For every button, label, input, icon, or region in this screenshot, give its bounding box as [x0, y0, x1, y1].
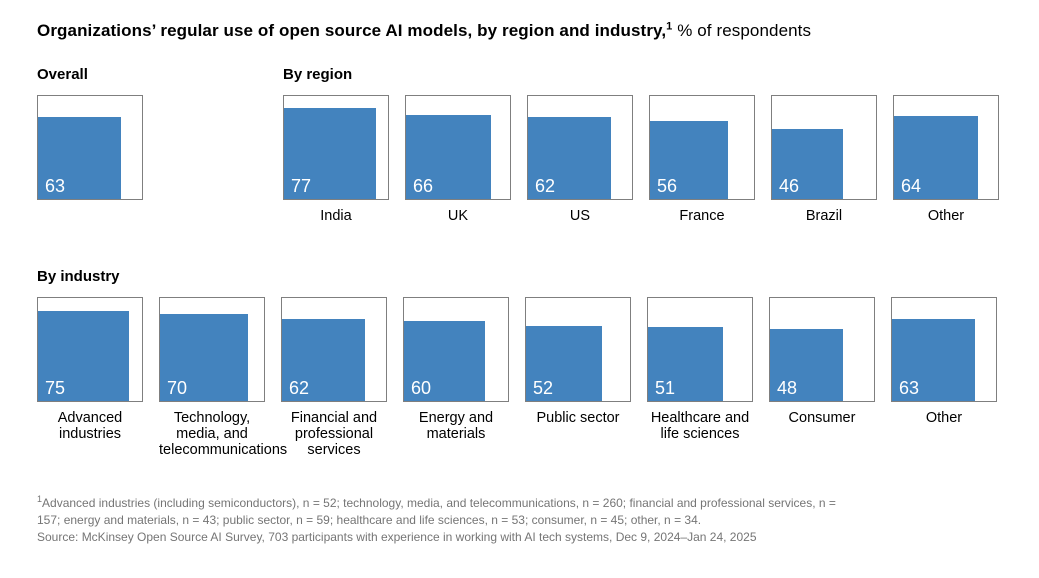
chart-frame: 46	[771, 95, 877, 200]
bar-value-label: 60	[411, 378, 432, 398]
bar: 64	[894, 115, 978, 199]
bar: 66	[406, 114, 492, 199]
section-by-region: By region 77 India 66 UK 62 US 56	[283, 66, 999, 224]
category-label: Public sector	[536, 410, 620, 426]
bar-value-label: 62	[289, 378, 310, 398]
bar-value-label: 52	[533, 378, 554, 398]
footnote: 1Advanced industries (including semicond…	[37, 495, 1002, 546]
category-label: Other	[925, 410, 963, 426]
category-label: Advanced industries	[57, 410, 123, 442]
exhibit-title: Organizations’ regular use of open sourc…	[37, 20, 1002, 42]
chart-frame: 63	[37, 95, 143, 200]
bar-value-label: 75	[45, 378, 66, 398]
chart-frame: 75	[37, 297, 143, 402]
bar-chart-cell: 52 Public sector	[525, 297, 631, 458]
bar: 63	[892, 318, 976, 401]
chart-frame: 60	[403, 297, 509, 402]
footnote-marker: 1	[37, 494, 43, 504]
bar-chart-cell: 70 Technology, media, and telecommunicat…	[159, 297, 288, 458]
section-by-region-heading: By region	[283, 66, 353, 83]
bar-value-label: 66	[413, 176, 434, 196]
overall-cells: 63	[37, 95, 143, 208]
chart-frame: 70	[159, 297, 265, 402]
bar: 62	[282, 319, 365, 401]
footnote-note-line2: 157; energy and materials, n = 43; publi…	[37, 513, 702, 527]
bar: 56	[650, 121, 729, 199]
chart-frame: 62	[281, 297, 387, 402]
bar-value-label: 51	[655, 378, 676, 398]
footnote-note: 1Advanced industries (including semicond…	[37, 495, 1002, 529]
bar: 75	[38, 311, 129, 401]
bar: 63	[38, 116, 122, 199]
bar: 48	[770, 329, 843, 401]
bar: 70	[160, 314, 248, 401]
category-label: US	[569, 208, 591, 224]
category-label: UK	[447, 208, 469, 224]
chart-frame: 52	[525, 297, 631, 402]
category-label: France	[679, 208, 725, 224]
bar-value-label: 62	[535, 176, 556, 196]
bar-value-label: 63	[899, 378, 920, 398]
bar-value-label: 70	[167, 378, 188, 398]
title-footnote-marker: 1	[666, 20, 673, 33]
category-label: India	[320, 208, 352, 224]
title-unit-text: % of respondents	[672, 21, 812, 40]
bar-value-label: 48	[777, 378, 798, 398]
category-label: Other	[927, 208, 965, 224]
section-overall-heading: Overall	[37, 66, 88, 83]
category-label: Energy and materials	[418, 410, 494, 442]
bar-chart-cell: 64 Other	[893, 95, 999, 224]
bar-chart-cell: 63 Other	[891, 297, 997, 458]
industry-cells: 75 Advanced industries 70 Technology, me…	[37, 297, 1002, 458]
category-label: Financial and professional services	[290, 410, 378, 458]
bar-chart-cell: 66 UK	[405, 95, 511, 224]
chart-frame: 48	[769, 297, 875, 402]
region-cells: 77 India 66 UK 62 US 56 France	[283, 95, 999, 224]
bar-chart-cell: 46 Brazil	[771, 95, 877, 224]
bar-chart-cell: 62 US	[527, 95, 633, 224]
bar-chart-cell: 51 Healthcare and life sciences	[647, 297, 753, 458]
bar: 62	[528, 117, 611, 199]
category-label: Consumer	[788, 410, 856, 426]
bar-chart-cell: 75 Advanced industries	[37, 297, 143, 458]
category-label: Technology, media, and telecommunication…	[159, 410, 288, 458]
bar-chart-cell: 56 France	[649, 95, 755, 224]
bar: 51	[648, 326, 723, 401]
section-by-industry: By industry 75 Advanced industries 70 Te…	[37, 268, 1002, 458]
bar-chart-cell: 48 Consumer	[769, 297, 875, 458]
chart-frame: 62	[527, 95, 633, 200]
chart-frame: 77	[283, 95, 389, 200]
bar: 60	[404, 320, 486, 401]
bar-value-label: 56	[657, 176, 678, 196]
chart-frame: 51	[647, 297, 753, 402]
bar-value-label: 77	[291, 176, 312, 196]
bar: 46	[772, 128, 844, 199]
top-charts-row: Overall 63 By region 77 India 66 UK	[37, 66, 1002, 224]
bar: 77	[284, 107, 376, 199]
bar: 52	[526, 326, 602, 401]
chart-frame: 63	[891, 297, 997, 402]
chart-frame: 64	[893, 95, 999, 200]
bar-chart-cell: 60 Energy and materials	[403, 297, 509, 458]
bar-chart-cell: 62 Financial and professional services	[281, 297, 387, 458]
bar-chart-cell: 77 India	[283, 95, 389, 224]
bar-chart-cell: 63	[37, 95, 143, 208]
bar-value-label: 46	[779, 176, 800, 196]
section-overall: Overall 63	[37, 66, 143, 224]
footnote-source: Source: McKinsey Open Source AI Survey, …	[37, 530, 757, 544]
title-bold-text: Organizations’ regular use of open sourc…	[37, 21, 667, 40]
chart-frame: 66	[405, 95, 511, 200]
chart-frame: 56	[649, 95, 755, 200]
category-label: Brazil	[805, 208, 843, 224]
section-by-industry-heading: By industry	[37, 268, 120, 285]
footnote-note-line1: Advanced industries (including semicondu…	[42, 496, 836, 510]
category-label: Healthcare and life sciences	[650, 410, 750, 442]
bar-value-label: 64	[901, 176, 922, 196]
bar-value-label: 63	[45, 176, 66, 196]
